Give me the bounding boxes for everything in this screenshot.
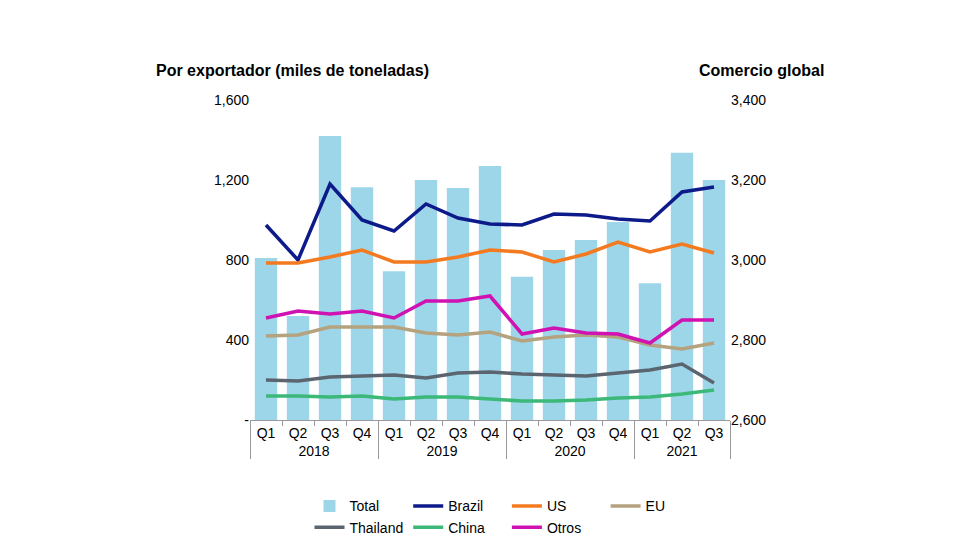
svg-text:US: US <box>547 498 566 514</box>
svg-text:3,000: 3,000 <box>731 252 766 268</box>
svg-text:Thailand: Thailand <box>350 520 404 536</box>
svg-text:Q1: Q1 <box>257 425 276 441</box>
svg-text:Q2: Q2 <box>673 425 692 441</box>
svg-text:Otros: Otros <box>547 520 581 536</box>
svg-text:Q3: Q3 <box>321 425 340 441</box>
svg-text:Total: Total <box>350 498 380 514</box>
svg-text:3,400: 3,400 <box>731 92 766 108</box>
svg-text:400: 400 <box>226 332 250 348</box>
svg-text:Q2: Q2 <box>417 425 436 441</box>
svg-text:1,200: 1,200 <box>214 172 249 188</box>
svg-text:2019: 2019 <box>426 443 457 459</box>
svg-text:Q2: Q2 <box>289 425 308 441</box>
svg-text:China: China <box>448 520 485 536</box>
svg-text:Q4: Q4 <box>481 425 500 441</box>
svg-text:2021: 2021 <box>666 443 697 459</box>
svg-text:EU: EU <box>646 498 665 514</box>
svg-text:2020: 2020 <box>554 443 585 459</box>
svg-text:2018: 2018 <box>298 443 329 459</box>
svg-text:Q2: Q2 <box>545 425 564 441</box>
svg-text:Q3: Q3 <box>577 425 596 441</box>
svg-text:Q3: Q3 <box>705 425 724 441</box>
svg-text:Brazil: Brazil <box>448 498 483 514</box>
svg-text:Q1: Q1 <box>513 425 532 441</box>
svg-text:Q4: Q4 <box>353 425 372 441</box>
svg-text:Q1: Q1 <box>641 425 660 441</box>
svg-text:3,200: 3,200 <box>731 172 766 188</box>
svg-text:2,800: 2,800 <box>731 332 766 348</box>
svg-text:Q3: Q3 <box>449 425 468 441</box>
svg-text:1,600: 1,600 <box>214 92 249 108</box>
svg-text:Comercio global: Comercio global <box>699 62 824 79</box>
svg-text:2,600: 2,600 <box>731 412 766 428</box>
svg-text:Por exportador (miles de tonel: Por exportador (miles de toneladas) <box>156 62 429 79</box>
svg-text:Q1: Q1 <box>385 425 404 441</box>
svg-text:Q4: Q4 <box>609 425 628 441</box>
svg-text:-: - <box>244 412 249 428</box>
svg-text:800: 800 <box>226 252 250 268</box>
